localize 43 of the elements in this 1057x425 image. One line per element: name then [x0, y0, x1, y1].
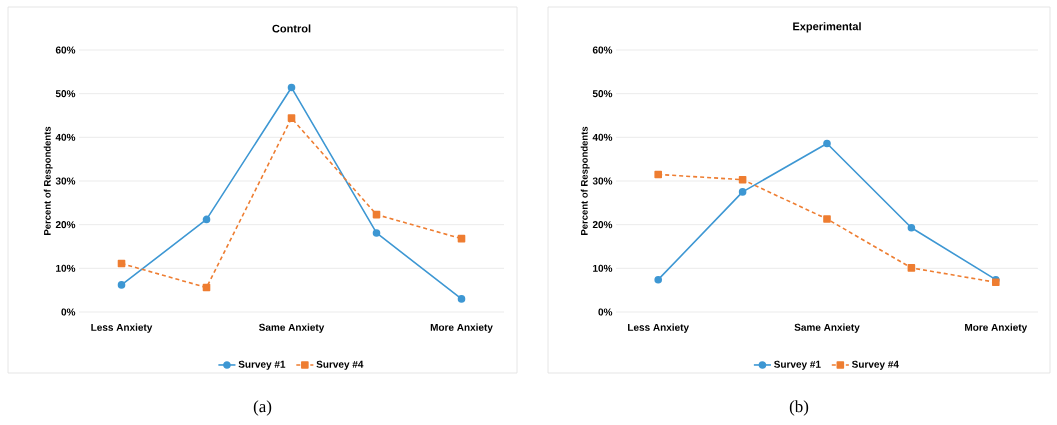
- legend-label: Survey #1: [238, 360, 286, 370]
- point: [457, 295, 466, 303]
- legend-label: Survey #1: [774, 360, 821, 370]
- y-tick-label: 0%: [598, 308, 613, 316]
- point: [287, 114, 296, 122]
- y-tick-label: 60%: [55, 46, 76, 54]
- y-tick-label: 10%: [56, 264, 76, 272]
- y-axis-title: Percent of Respondents: [43, 126, 53, 235]
- point: [117, 281, 126, 289]
- y-tick-label: 30%: [592, 177, 613, 185]
- x-tick-label: Less Anxiety: [628, 323, 689, 333]
- point: [907, 223, 916, 232]
- x-tick-label: Same Anxiety: [794, 323, 860, 333]
- point: [654, 170, 662, 179]
- y-tick-label: 30%: [55, 177, 76, 185]
- y-tick-label: 20%: [55, 221, 76, 229]
- y-axis-title: Percent of Respondents: [580, 126, 590, 235]
- point: [654, 275, 662, 284]
- point: [202, 215, 211, 224]
- y-tick-label: 40%: [55, 133, 76, 141]
- point: [823, 139, 831, 148]
- y-tick-label: 40%: [592, 133, 613, 141]
- y-tick-label: 0%: [61, 308, 76, 316]
- x-tick-label: More Anxiety: [430, 323, 493, 333]
- y-tick-label: 50%: [55, 90, 76, 98]
- point: [907, 264, 916, 272]
- point: [823, 215, 831, 223]
- x-tick-label: More Anxiety: [965, 323, 1028, 333]
- text: (a): [253, 400, 272, 416]
- y-tick-label: 20%: [592, 221, 613, 229]
- y-tick-label: 60%: [592, 46, 613, 54]
- x-tick-label: Less Anxiety: [91, 323, 153, 333]
- text: (b): [789, 400, 809, 416]
- chart-title: Control: [272, 24, 311, 33]
- y-tick-label: 50%: [592, 90, 613, 98]
- point: [372, 229, 381, 237]
- legend-label: Survey #4: [316, 360, 364, 370]
- chart-title: Experimental: [793, 22, 861, 33]
- x-tick-label: Same Anxiety: [259, 323, 325, 333]
- point: [287, 83, 296, 92]
- y-tick-label: 10%: [593, 264, 613, 272]
- point: [738, 188, 747, 196]
- legend-label: Survey #4: [851, 360, 899, 370]
